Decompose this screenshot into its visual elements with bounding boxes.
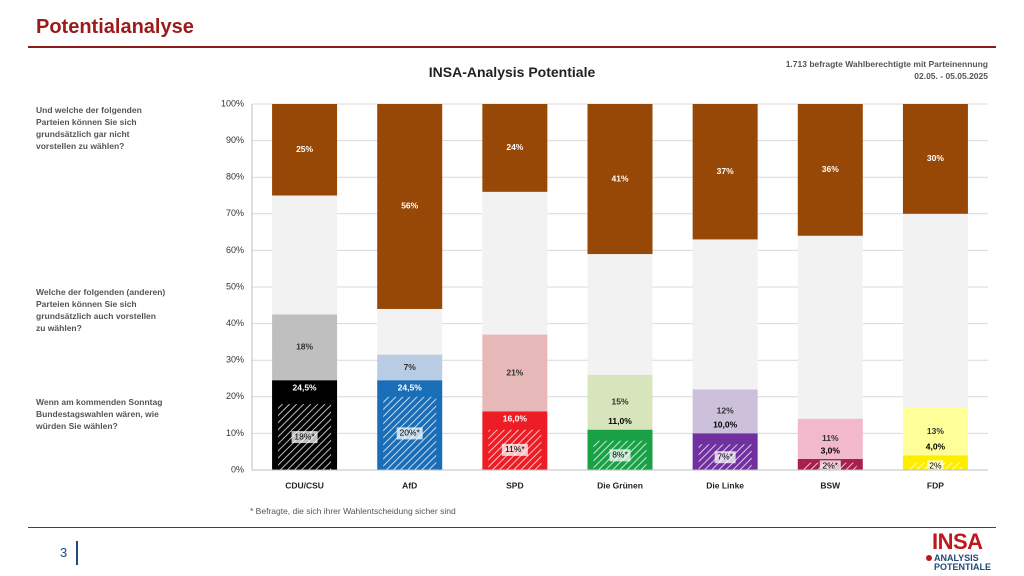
- bar-rejection: [902, 104, 968, 214]
- logo-brand: INSA: [932, 529, 983, 554]
- y-tick-label: 0%: [231, 464, 244, 474]
- x-category-label: AfD: [402, 480, 417, 490]
- vote-sure-label-bg: [609, 449, 631, 462]
- x-category-label: SPD: [506, 480, 523, 490]
- vote-sure-label: 2%: [929, 461, 942, 471]
- bar-potential: [692, 389, 758, 434]
- vote-sure-label-bg: [927, 460, 944, 473]
- bar-undecided: [587, 254, 653, 375]
- x-category-label: CDU/CSU: [285, 480, 324, 490]
- bar-potential: [587, 374, 653, 430]
- rejection-label: 56%: [401, 201, 418, 211]
- rejection-label: 24%: [506, 142, 523, 152]
- vote-sure-label-bg: [291, 431, 318, 444]
- y-tick-label: 10%: [226, 428, 244, 438]
- potential-label: 15%: [611, 397, 628, 407]
- question-potential: Welche der folgenden (anderen) Parteien …: [36, 287, 166, 333]
- bar-potential: [797, 418, 863, 460]
- y-tick-label: 60%: [226, 245, 244, 255]
- bar-undecided: [797, 235, 863, 419]
- vote-label: 10,0%: [713, 420, 738, 430]
- bar-potential: [482, 334, 548, 412]
- page-number-bar: [76, 541, 78, 565]
- vote-label: 3,0%: [821, 445, 841, 455]
- bar-rejection: [692, 104, 758, 240]
- y-tick-label: 80%: [226, 172, 244, 182]
- vote-sure-label: 8%*: [612, 450, 628, 460]
- vote-sure-label: 7%*: [717, 451, 733, 461]
- slide-title: Potentialanalyse: [36, 16, 194, 38]
- insa-logo: INSA ANALYSIS POTENTIALE: [924, 529, 1004, 573]
- x-category-label: FDP: [927, 480, 944, 490]
- page-number: 3: [60, 545, 68, 560]
- y-tick-label: 20%: [226, 391, 244, 401]
- footnote: * Befragte, die sich ihrer Wahlentscheid…: [250, 506, 456, 516]
- question-vote: Wenn am kommenden Sonntag Bundestagswahl…: [36, 397, 163, 431]
- title-divider: [28, 46, 996, 48]
- vote-sure-label: 20%*: [400, 428, 421, 438]
- sample-note-line1: 1.713 befragte Wahlberechtigte mit Parte…: [785, 59, 988, 69]
- rejection-label: 30%: [927, 153, 944, 163]
- potential-label: 13%: [927, 426, 944, 436]
- sample-note-line2: 02.05. - 05.05.2025: [914, 71, 988, 81]
- bar-layer: 25% 18% 24,5% 18%* 56% 7% 24,5% 20%* 24% 21% 16,0%…: [272, 104, 968, 473]
- chart-title: INSA-Analysis Potentiale: [428, 64, 596, 80]
- rejection-label: 36%: [822, 164, 839, 174]
- bar-potential: [902, 407, 968, 456]
- potential-label: 11%: [822, 433, 839, 443]
- bar-undecided: [692, 239, 758, 390]
- logo-line2: ANALYSIS: [934, 553, 979, 563]
- bar-rejection: [587, 104, 653, 255]
- bar-undecided: [272, 195, 338, 315]
- vote-label: 4,0%: [926, 442, 946, 452]
- logo-line3: POTENTIALE: [934, 562, 992, 572]
- vote-sure-label: 18%*: [294, 431, 315, 441]
- vote-label: 11,0%: [608, 416, 632, 426]
- rejection-label: 41%: [611, 173, 628, 183]
- x-category-label: Die Linke: [706, 480, 744, 490]
- vote-label: 24,5%: [398, 383, 423, 393]
- y-tick-label: 70%: [226, 208, 244, 218]
- bar-rejection: [377, 104, 443, 309]
- rejection-label: 25%: [296, 144, 313, 154]
- bar-undecided: [482, 191, 548, 335]
- bar-potential: [272, 314, 338, 381]
- y-tick-label: 50%: [226, 281, 244, 291]
- y-tick-label: 30%: [226, 355, 244, 365]
- vote-sure-label-bg: [501, 443, 528, 456]
- bottom-divider: [28, 527, 996, 528]
- vote-sure-label: 11%*: [505, 444, 525, 454]
- sample-note: 1.713 befragte Wahlberechtigte mit Parte…: [786, 58, 988, 82]
- vote-sure-label-bg: [396, 427, 423, 440]
- vote-label: 16,0%: [503, 414, 528, 424]
- axis-layer: 0% 10% 20% 30% 40% 50% 60% 70% 80% 90% 100% CDU/CSU…: [221, 98, 988, 490]
- bar-rejection: [272, 104, 338, 196]
- vote-sure-label: 2%*: [822, 461, 838, 471]
- x-category-label: BSW: [820, 480, 841, 490]
- bar-undecided: [377, 308, 443, 355]
- y-tick-label: 90%: [226, 135, 244, 145]
- bar-rejection: [797, 104, 863, 236]
- potential-label: 18%: [296, 342, 313, 352]
- vote-label: 24,5%: [293, 383, 318, 393]
- bar-rejection: [482, 104, 548, 192]
- logo-dot: [926, 555, 932, 561]
- vote-sure-label-bg: [819, 460, 841, 473]
- potential-label: 7%: [404, 362, 417, 372]
- potential-label: 21%: [506, 367, 523, 377]
- y-tick-label: 40%: [226, 318, 244, 328]
- y-tick-label: 100%: [221, 98, 244, 108]
- rejection-label: 37%: [717, 166, 734, 176]
- vote-sure-label-bg: [714, 451, 736, 464]
- x-category-label: Die Grünen: [597, 480, 643, 490]
- bar-undecided: [902, 213, 968, 408]
- bar-potential: [377, 354, 443, 381]
- potential-label: 12%: [717, 406, 734, 416]
- question-rejection: Und welche der folgenden Parteien können…: [36, 105, 142, 151]
